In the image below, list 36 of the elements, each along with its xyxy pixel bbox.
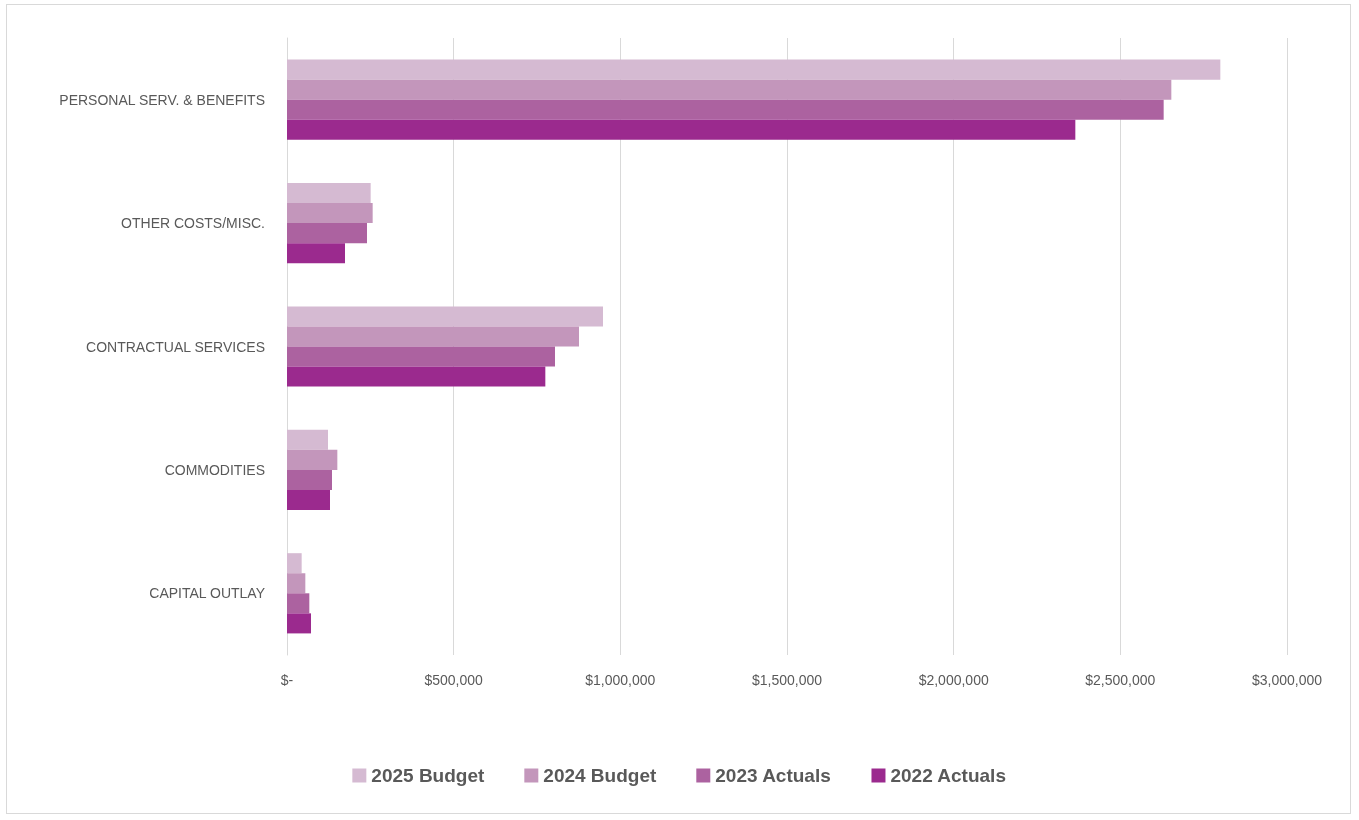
bar xyxy=(287,59,1221,80)
bar xyxy=(287,366,546,387)
x-tick-label: $1,500,000 xyxy=(751,672,823,688)
bar xyxy=(287,99,1164,120)
y-tick-label: PERSONAL SERV. & BENEFITS xyxy=(59,91,265,108)
bar xyxy=(287,306,603,327)
bar xyxy=(287,243,345,264)
bar xyxy=(287,553,302,574)
bar xyxy=(287,119,1076,140)
legend-label: 2024 Budget xyxy=(543,765,657,786)
bar xyxy=(287,183,371,204)
bar xyxy=(287,613,311,634)
y-tick-label: CONTRACTUAL SERVICES xyxy=(86,338,265,355)
bar xyxy=(287,429,328,450)
x-tick-label: $1,000,000 xyxy=(585,672,656,688)
bar xyxy=(287,573,306,594)
x-tick-label: $- xyxy=(280,672,294,688)
y-tick-label: CAPITAL OUTLAY xyxy=(149,585,266,602)
bar xyxy=(287,203,373,224)
bar xyxy=(287,593,310,614)
legend-label: 2022 Actuals xyxy=(890,765,1006,786)
bar xyxy=(287,346,555,367)
x-tick-label: $2,500,000 xyxy=(1085,672,1156,688)
x-tick-label: $3,000,000 xyxy=(1251,672,1323,688)
bar xyxy=(287,469,332,490)
bar xyxy=(287,449,338,470)
legend-label: 2023 Actuals xyxy=(715,765,831,786)
bar xyxy=(287,223,367,244)
x-tick-label: $2,000,000 xyxy=(918,672,989,688)
bar xyxy=(287,489,330,511)
y-tick-label: COMMODITIES xyxy=(164,461,265,478)
bar xyxy=(287,326,579,347)
y-tick-label: OTHER COSTS/MISC. xyxy=(121,215,265,232)
legend-label: 2025 Budget xyxy=(371,765,485,786)
bar xyxy=(287,79,1172,100)
x-tick-label: $500,000 xyxy=(424,672,484,688)
